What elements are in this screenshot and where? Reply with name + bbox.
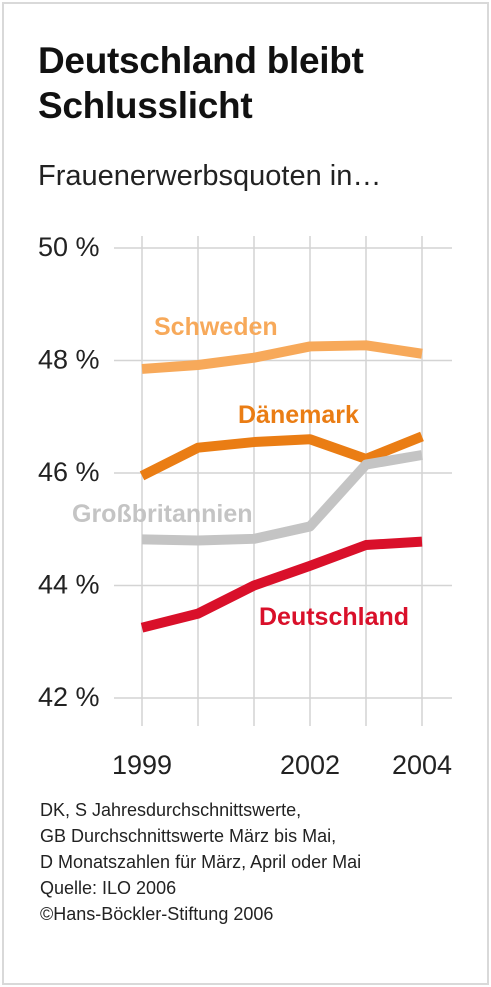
series-label: Dänemark — [238, 401, 359, 429]
y-tick-label: 44 % — [38, 570, 100, 600]
y-tick-label: 50 % — [38, 232, 100, 262]
copyright-line: ©Hans-Böckler-Stiftung 2006 — [40, 904, 274, 924]
source-line: Quelle: ILO 2006 — [40, 878, 177, 898]
note-line: GB Durchschnittswerte März bis Mai, — [40, 826, 337, 846]
y-tick-label: 46 % — [38, 457, 100, 487]
series-label: Großbritannien — [72, 500, 253, 528]
chart-notes: DK, S Jahresdurchschnittswerte, GB Durch… — [40, 797, 480, 927]
series-line — [140, 536, 423, 633]
chart-subtitle: Frauenerwerbsquoten in… — [38, 160, 382, 192]
note-line: D Monatszahlen für März, April oder Mai — [40, 852, 362, 872]
series-line — [139, 431, 424, 481]
x-tick-label: 2004 — [392, 750, 452, 780]
note-line: DK, S Jahresdurchschnittswerte, — [40, 800, 302, 820]
x-tick-label: 2002 — [280, 750, 340, 780]
y-tick-label: 42 % — [38, 682, 100, 712]
title-line-2: Schlusslicht — [38, 85, 253, 126]
series-line — [141, 340, 423, 374]
x-tick-label: 1999 — [112, 750, 172, 780]
series-label: Schweden — [154, 313, 278, 341]
series-line — [141, 450, 423, 546]
chart-title: Deutschland bleibt Schlusslicht — [38, 38, 478, 128]
series-label: Deutschland — [259, 603, 409, 631]
y-tick-label: 48 % — [38, 345, 100, 375]
title-line-1: Deutschland bleibt — [38, 40, 364, 81]
